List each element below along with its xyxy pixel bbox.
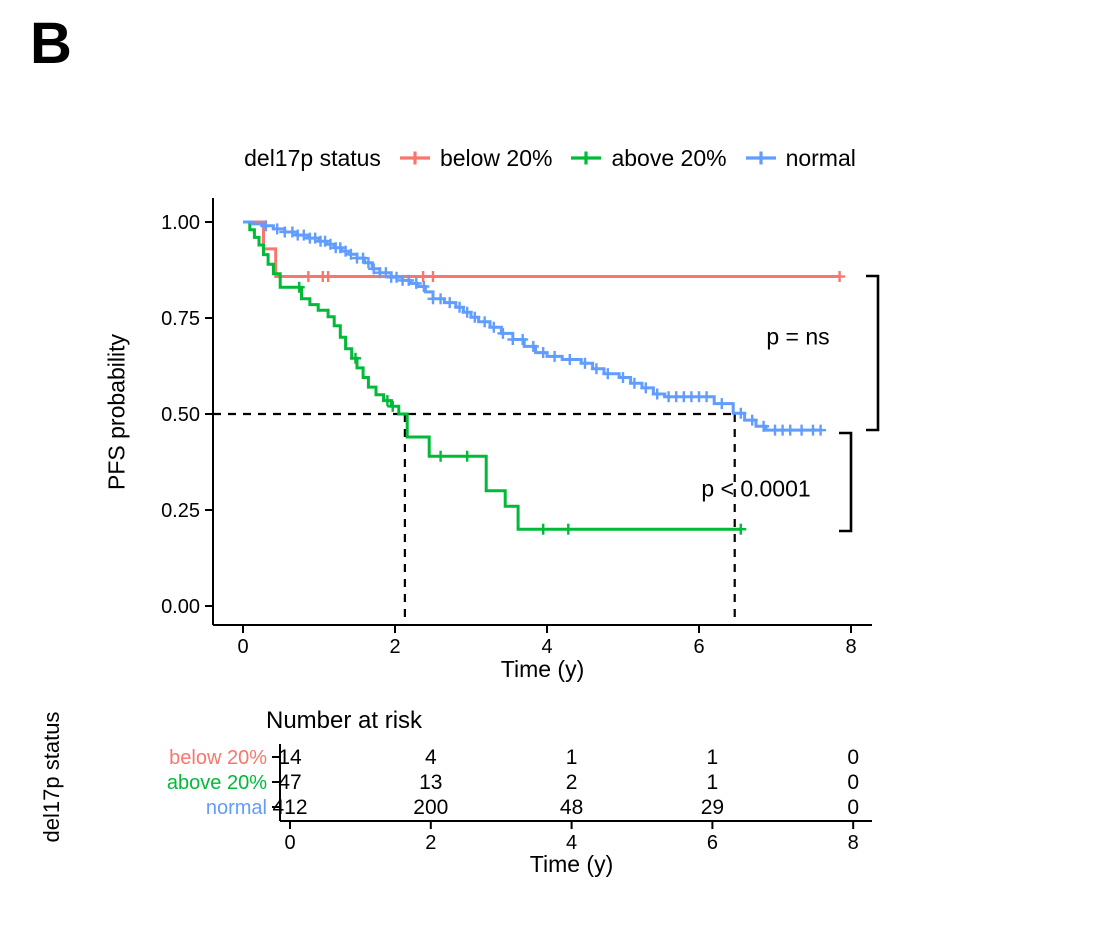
legend-key-plus-icon — [399, 151, 430, 165]
legend-entry-label: above 20% — [611, 144, 727, 171]
risk-table-title: Number at risk — [266, 707, 423, 734]
risk-x-tick-label: 8 — [848, 832, 859, 854]
risk-count: 48 — [560, 796, 583, 819]
legend-entry-1: above 20% — [569, 144, 727, 172]
bracket-top — [866, 274, 880, 432]
risk-count: 0 — [847, 796, 859, 819]
risk-count: 0 — [847, 771, 859, 794]
risk-count: 412 — [272, 796, 307, 819]
censor-marks — [260, 220, 827, 436]
risk-count: 14 — [278, 746, 302, 769]
y-tick-label: 0.50 — [161, 404, 200, 426]
x-axis-title: Time (y) — [500, 656, 585, 682]
risk-x-tick-label: 0 — [284, 832, 295, 854]
legend-entry-2: normal — [744, 145, 856, 172]
legend-entry-label: normal — [785, 144, 856, 171]
risk-count: 47 — [278, 771, 301, 794]
survival-curve — [243, 220, 741, 531]
risk-count: 1 — [707, 746, 719, 769]
risk-row-label: normal — [206, 797, 267, 819]
series-below-20- — [243, 220, 846, 283]
x-tick-label: 4 — [541, 636, 552, 658]
legend-entry-0: below 20% — [398, 144, 553, 172]
risk-count: 0 — [847, 746, 859, 769]
panel-label: B — [30, 11, 72, 76]
series-above-20- — [243, 220, 747, 535]
x-tick-label: 8 — [845, 636, 856, 658]
pvalue-brackets — [839, 274, 880, 533]
y-tick-label: 0.75 — [161, 308, 200, 330]
survival-curve — [243, 220, 821, 432]
main-axes — [212, 198, 872, 626]
risk-x-axis-title: Time (y) — [529, 851, 614, 877]
main-axis-ticks — [205, 221, 852, 633]
risk-count: 13 — [419, 771, 442, 794]
risk-count: 4 — [425, 746, 437, 769]
x-tick-label: 2 — [389, 636, 400, 658]
median-reference-lines — [213, 412, 736, 625]
legend: del17p status below 20% above 20% normal — [160, 139, 940, 177]
legend-entry-label: below 20% — [439, 144, 553, 171]
y-tick-label: 1.00 — [161, 212, 200, 234]
survival-curve — [243, 220, 840, 278]
risk-row-label: below 20% — [169, 747, 267, 769]
risk-count: 1 — [707, 771, 719, 794]
risk-x-tick-label: 2 — [425, 832, 436, 854]
y-tick-label: 0.00 — [161, 596, 200, 618]
x-tick-label: 0 — [237, 636, 248, 658]
y-axis-title: PFS probability — [103, 334, 130, 490]
risk-table-axes — [272, 744, 872, 829]
pvalue-bottom-label: p < 0.0001 — [701, 475, 811, 502]
x-tick-label: 6 — [693, 636, 704, 658]
series-normal — [243, 220, 827, 436]
pvalue-top-label: p = ns — [766, 323, 830, 350]
legend-key-plus-icon — [745, 151, 776, 165]
y-tick-label: 0.25 — [161, 500, 200, 522]
risk-row-label: above 20% — [167, 772, 267, 794]
risk-x-tick-label: 6 — [707, 832, 718, 854]
censor-marks — [302, 271, 846, 283]
risk-x-tick-label: 4 — [566, 832, 577, 854]
risk-count: 200 — [413, 796, 448, 819]
risk-count: 29 — [701, 796, 724, 819]
censor-marks — [293, 281, 747, 535]
risk-count: 2 — [566, 771, 578, 794]
main-axis-tick-labels: 0 2 4 6 8 1.00 0.75 0.50 0.25 0.00 — [161, 212, 857, 658]
bracket-bottom — [839, 431, 853, 533]
legend-key-plus-icon — [571, 151, 602, 165]
risk-table-axis-title: del17p status — [39, 711, 64, 843]
risk-count: 1 — [566, 746, 578, 769]
legend-title: del17p status — [244, 144, 381, 171]
